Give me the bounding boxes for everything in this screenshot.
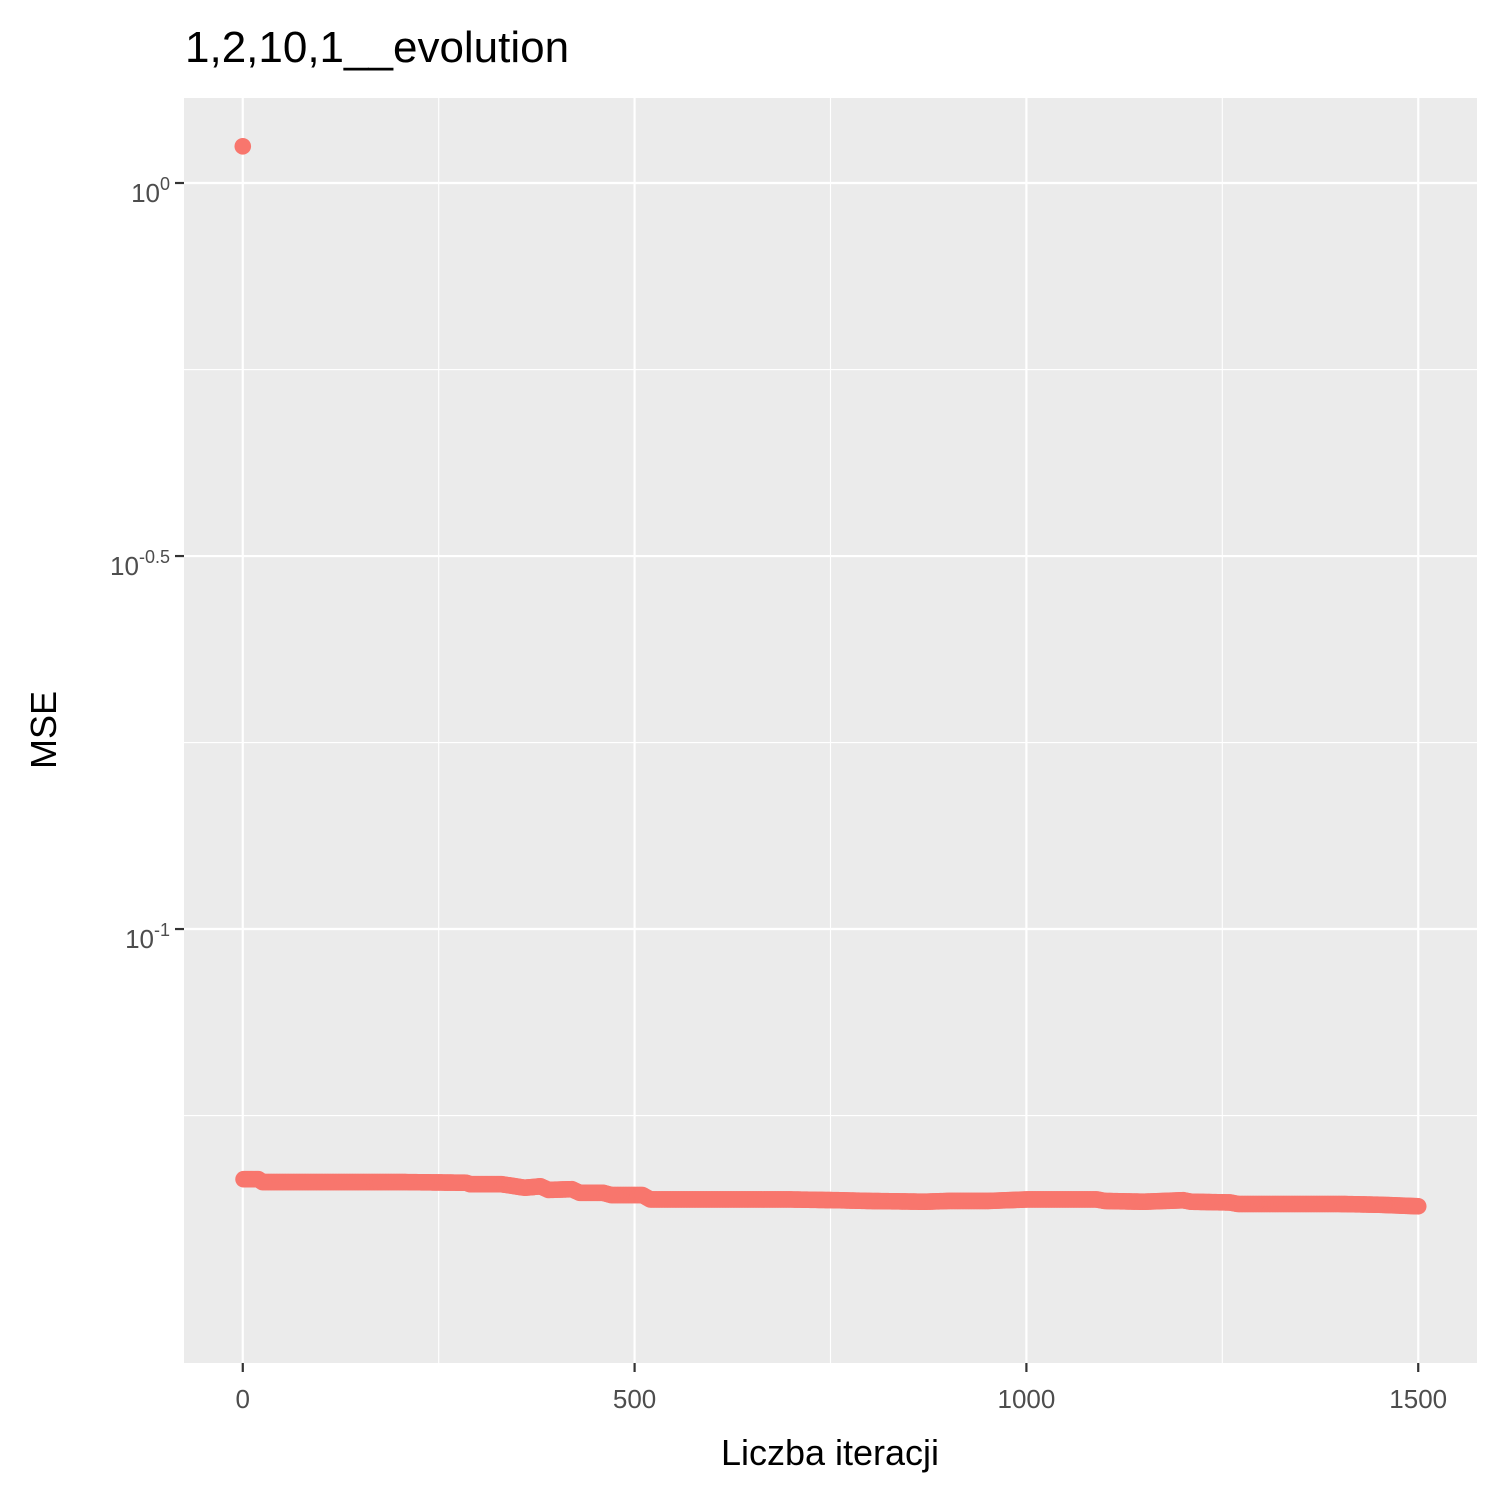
y-tick-label: 10-0.5 — [110, 547, 170, 581]
data-point — [1409, 1197, 1427, 1215]
x-tick-label: 1000 — [997, 1384, 1055, 1414]
x-tick-label: 0 — [236, 1384, 250, 1414]
major-gridlines — [184, 98, 1477, 1363]
y-tick-label: 10-1 — [125, 920, 170, 954]
data-points — [234, 137, 1427, 1215]
x-tick-label: 500 — [613, 1384, 656, 1414]
x-axis: 0 500 1000 1500 — [236, 1363, 1447, 1414]
x-tick-label: 1500 — [1389, 1384, 1447, 1414]
data-point-initial — [234, 137, 252, 155]
y-axis: 100 10-0.5 10-1 — [110, 174, 184, 954]
y-tick-label: 100 — [131, 174, 170, 208]
chart-title: 1,2,10,1__evolution — [185, 23, 569, 72]
x-axis-title: Liczba iteracji — [721, 1432, 939, 1473]
minor-gridlines — [184, 98, 1477, 1363]
y-axis-title: MSE — [23, 691, 64, 769]
